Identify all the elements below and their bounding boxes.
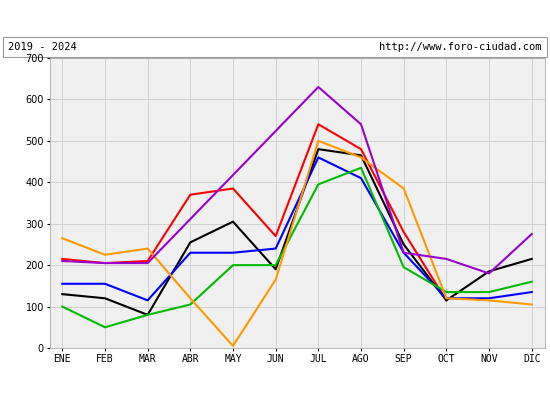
Text: Evolucion Nº Turistas Nacionales en el municipio de Villaescusa: Evolucion Nº Turistas Nacionales en el m… [64,12,486,24]
Text: http://www.foro-ciudad.com: http://www.foro-ciudad.com [379,42,542,52]
Text: 2019 - 2024: 2019 - 2024 [8,42,77,52]
FancyBboxPatch shape [3,37,547,57]
